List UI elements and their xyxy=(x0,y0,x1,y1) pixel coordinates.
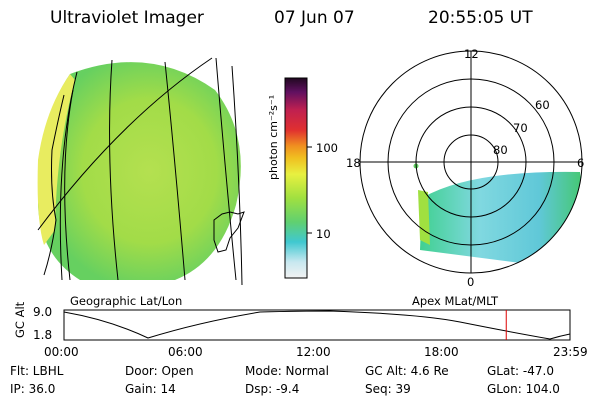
mlt-0-label: 0 xyxy=(467,275,475,289)
xtick-1800: 18:00 xyxy=(424,345,459,359)
xtick-2359: 23:59 xyxy=(553,345,588,359)
mlt-12-label: 12 xyxy=(464,47,479,61)
mlt-18-label: 18 xyxy=(346,156,361,170)
coastline xyxy=(43,94,245,276)
altitude-plot xyxy=(63,309,571,341)
info-door: Door: Open xyxy=(125,364,194,378)
info-flt: Flt: LBHL xyxy=(10,364,64,378)
info-mode: Mode: Normal xyxy=(245,364,329,378)
mlt-6-label: 6 xyxy=(577,156,585,170)
xtick-1200: 12:00 xyxy=(296,345,331,359)
mlat-80-label: 80 xyxy=(493,143,508,157)
altitude-ytick-9: 9.0 xyxy=(33,305,53,319)
geo-panel-label: Geographic Lat/Lon xyxy=(70,294,183,308)
polar-plot xyxy=(359,50,583,274)
colorbar-unit-label: photon cm⁻²s⁻¹ xyxy=(267,94,280,180)
info-glon: GLon: 104.0 xyxy=(487,382,560,396)
info-gc-alt: GC Alt: 4.6 Re xyxy=(365,364,449,378)
info-seq: Seq: 39 xyxy=(365,382,411,396)
info-dsp: Dsp: -9.4 xyxy=(245,382,300,396)
colorbar-tick-100: 100 xyxy=(316,141,338,155)
instrument-title: Ultraviolet Imager xyxy=(50,8,204,28)
colorbar-tick-10: 10 xyxy=(316,227,331,241)
mlat-60-label: 60 xyxy=(535,98,550,112)
xtick-0000: 00:00 xyxy=(44,345,79,359)
xtick-0600: 06:00 xyxy=(168,345,203,359)
altitude-ytick-1-8: 1.8 xyxy=(33,328,53,342)
info-ip: IP: 36.0 xyxy=(10,382,56,396)
altitude-ylabel: GC Alt xyxy=(13,301,27,338)
time-label: 20:55:05 UT xyxy=(428,8,533,28)
altitude-curve xyxy=(63,310,571,340)
info-glat: GLat: -47.0 xyxy=(487,364,554,378)
earth-disk-image xyxy=(37,57,245,286)
mlat-70-label: 70 xyxy=(513,121,528,135)
meridian-lines xyxy=(37,57,243,286)
date-label: 07 Jun 07 xyxy=(274,8,355,28)
color-scale xyxy=(284,77,312,279)
info-gain: Gain: 14 xyxy=(125,382,176,396)
apex-panel-label: Apex MLat/MLT xyxy=(412,294,499,308)
